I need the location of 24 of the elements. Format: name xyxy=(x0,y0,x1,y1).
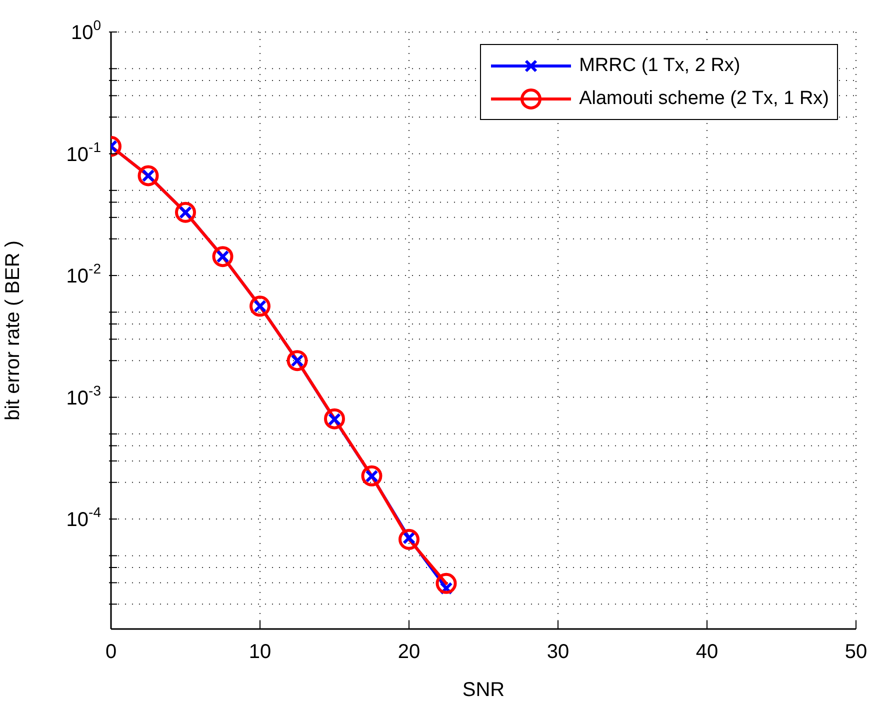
point xyxy=(175,202,196,223)
point xyxy=(212,246,234,268)
point xyxy=(361,465,382,486)
x-tick-label: 20 xyxy=(398,641,420,664)
y-tick-label: 10$^{-3}$ xyxy=(66,382,102,410)
x-tick-label: 0 xyxy=(105,641,117,664)
point xyxy=(286,350,308,372)
legend-label: MRRC (1 Tx, 2 Rx) xyxy=(579,54,740,76)
y-axis-title: bit error rate ( BER ) xyxy=(2,240,24,421)
x-tick-label: 10 xyxy=(248,641,272,664)
y-tick-label: 10$^{-2}$ xyxy=(66,260,102,288)
point xyxy=(436,572,457,594)
point xyxy=(250,296,270,317)
point xyxy=(398,528,420,550)
x-tick-label: 40 xyxy=(696,641,718,664)
x-tick-label: 30 xyxy=(546,641,570,664)
y-tick-label: 10$^{-4}$ xyxy=(66,504,102,532)
y-tick-label: 10$^{0}$ xyxy=(70,16,102,44)
x-tick-label: 50 xyxy=(844,641,868,664)
legend-label: Alamouti scheme (2 Tx, 1 Rx) xyxy=(579,88,829,110)
point xyxy=(324,408,345,430)
point xyxy=(138,165,159,186)
y-tick-label: 10$^{-1}$ xyxy=(66,138,102,166)
x-axis-title: SNR xyxy=(462,679,505,701)
